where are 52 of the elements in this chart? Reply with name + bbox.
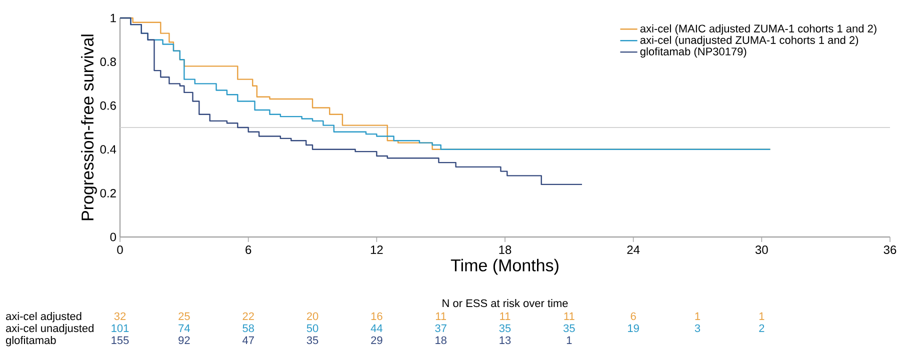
x-tick-label: 0 [117, 246, 123, 254]
text: 29 [371, 336, 382, 344]
x-tick-label: 18 [499, 246, 512, 254]
text: 74 [178, 324, 190, 332]
text: 6 [630, 312, 636, 320]
x-tick-label: 6 [246, 246, 252, 254]
y-tick-label: 0.4 [100, 145, 116, 154]
text: 50 [306, 324, 318, 332]
text: 18 [436, 336, 446, 344]
y-tick-label: 0.2 [100, 189, 116, 198]
text: 20 [306, 312, 318, 320]
x-tick-label: 24 [627, 246, 640, 254]
text: 11 [500, 312, 510, 320]
text: 3 [694, 324, 700, 332]
text: 22 [242, 312, 254, 320]
y-tick-label: 0.6 [100, 102, 116, 110]
text: 37 [435, 324, 446, 332]
text: 32 [114, 312, 126, 320]
text: 35 [563, 324, 575, 332]
text: 16 [371, 312, 382, 320]
text: 11 [564, 312, 574, 320]
legend-label: glofitamab (NP30179) [640, 48, 746, 58]
x-tick-label: 12 [370, 246, 383, 254]
text: N or ESS at risk over time [442, 299, 568, 308]
text: 35 [306, 336, 318, 344]
text: 92 [178, 336, 190, 344]
y-axis-title: Progression-free survival [81, 34, 97, 220]
text: 2 [759, 324, 764, 332]
y-tick-label: 0 [110, 232, 116, 242]
text: 155 [112, 336, 129, 344]
text: 25 [178, 312, 190, 320]
text: glofitamab [6, 336, 56, 346]
text: 19 [628, 324, 639, 332]
legend-label: axi-cel (MAIC adjusted ZUMA-1 cohorts 1 and 2) [640, 24, 876, 35]
legend-label: axi-cel (unadjusted ZUMA-1 cohorts 1 and 2) [640, 36, 858, 46]
text: 47 [242, 336, 254, 344]
y-tick-label: 1 [110, 14, 116, 22]
y-tick-label: 0.8 [100, 58, 116, 66]
text: 35 [499, 324, 511, 332]
text: 101 [112, 324, 129, 332]
text: 44 [370, 324, 382, 332]
text: axi-cel adjusted [6, 312, 82, 322]
x-axis-title: Time (Months) [450, 259, 558, 275]
text: 1 [759, 312, 764, 320]
text: axi-cel unadjusted [6, 324, 94, 334]
text: 58 [242, 324, 254, 332]
text: 13 [500, 336, 511, 344]
x-tick-label: 30 [755, 246, 768, 254]
x-tick-label: 36 [884, 246, 896, 254]
text: 1 [566, 336, 572, 344]
text: 11 [436, 312, 446, 320]
text: 1 [695, 312, 700, 320]
